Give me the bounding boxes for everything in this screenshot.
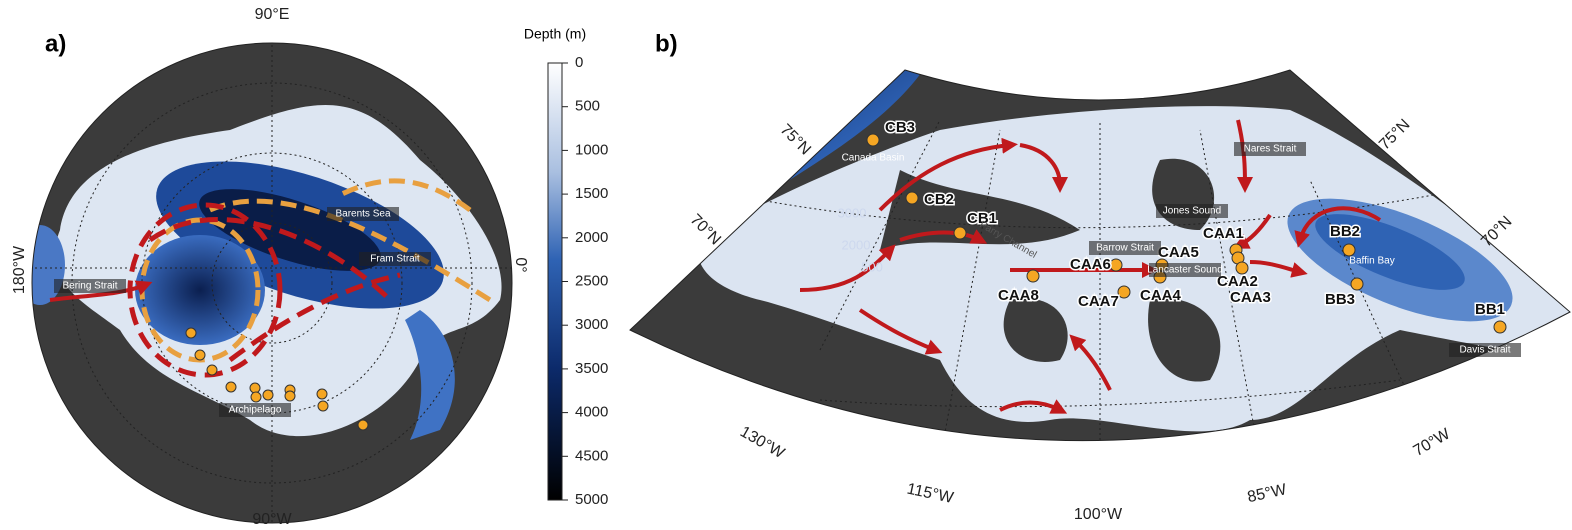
- colorbar-tick-label: 4000: [575, 404, 608, 421]
- station-dot: [263, 390, 273, 400]
- station-dot: [317, 389, 327, 399]
- figure: Depth (m) a) b) 90°E 90°W 180°W 0° Barents S…: [0, 0, 1572, 530]
- station-label: CAA2: [1217, 273, 1258, 290]
- station-dot: [358, 420, 368, 430]
- station-dot: [285, 391, 295, 401]
- station-dot: [318, 401, 328, 411]
- station-dot: [207, 365, 217, 375]
- station-dot: [906, 192, 918, 204]
- station-label: CAA5: [1158, 244, 1199, 261]
- station-dot: [195, 350, 205, 360]
- station-label: CAA3: [1230, 289, 1271, 306]
- station-dot: [250, 383, 260, 393]
- station-label: CAA1: [1203, 225, 1244, 242]
- colorbar-tick-label: 3000: [575, 316, 608, 333]
- colorbar-tick-label: 2000: [575, 229, 608, 246]
- longitude-label: 130°W: [737, 423, 788, 462]
- station-label: CAA6: [1070, 256, 1111, 273]
- colorbar-tick-label: 3500: [575, 360, 608, 377]
- station-label: BB1: [1475, 301, 1505, 318]
- station-dot: [186, 328, 196, 338]
- longitude-label: 180°W: [11, 245, 28, 294]
- place-label: Barents Sea: [335, 209, 390, 220]
- station-label: CAA4: [1140, 287, 1181, 304]
- latitude-label: 70°N: [1478, 213, 1515, 250]
- place-label: Archipelago: [229, 405, 282, 416]
- colorbar-tick-label: 5000: [575, 491, 608, 508]
- colorbar-tick-label: 500: [575, 98, 600, 115]
- place-label: Davis Strait: [1459, 345, 1510, 356]
- station-label: BB3: [1325, 291, 1355, 308]
- station-label: CB3: [885, 119, 915, 136]
- longitude-label: 90°E: [255, 6, 290, 23]
- station-label: CAA7: [1078, 293, 1119, 310]
- station-dot: [1118, 286, 1130, 298]
- colorbar: [548, 63, 562, 500]
- station-dot: [1236, 262, 1248, 274]
- longitude-label: 100°W: [1074, 506, 1123, 523]
- station-dot: [226, 382, 236, 392]
- place-label: Nares Strait: [1244, 144, 1297, 155]
- longitude-label: 90°W: [252, 511, 292, 528]
- place-label: Canada Basin: [842, 153, 905, 164]
- colorbar-title: Depth (m): [524, 26, 586, 42]
- station-dot: [954, 227, 966, 239]
- longitude-label: 115°W: [905, 481, 955, 508]
- place-label: Lancaster Sound: [1147, 265, 1223, 276]
- contour-label: 500: [861, 259, 883, 274]
- station-dot: [867, 134, 879, 146]
- panel-label: b): [655, 30, 678, 57]
- colorbar-tick-label: 1500: [575, 185, 608, 202]
- station-dot: [251, 392, 261, 402]
- longitude-label: 70°W: [1411, 425, 1454, 460]
- latitude-label: 70°N: [687, 211, 724, 248]
- longitude-label: 0°: [512, 257, 529, 272]
- station-label: CAA8: [998, 287, 1039, 304]
- place-label: Fram Strait: [370, 254, 420, 265]
- contour-label: 2000: [842, 237, 871, 252]
- place-label: Barrow Strait: [1096, 243, 1154, 254]
- station-dot: [1027, 270, 1039, 282]
- place-label: Jones Sound: [1163, 206, 1221, 217]
- station-dot: [1343, 244, 1355, 256]
- station-dot: [1494, 321, 1506, 333]
- colorbar-tick-label: 2500: [575, 272, 608, 289]
- panel-label: a): [45, 30, 66, 57]
- colorbar-tick-label: 1000: [575, 141, 608, 158]
- station-label: CB2: [924, 191, 954, 208]
- colorbar-tick-label: 0: [575, 54, 583, 71]
- station-dot: [1351, 278, 1363, 290]
- colorbar-tick-label: 4500: [575, 447, 608, 464]
- longitude-label: 85°W: [1246, 481, 1289, 506]
- place-label: Bering Strait: [62, 281, 117, 292]
- station-label: BB2: [1330, 223, 1360, 240]
- station-dot: [1110, 259, 1122, 271]
- contour-label: 3000: [838, 205, 867, 220]
- latitude-label: 75°N: [1376, 116, 1413, 153]
- place-label: Baffin Bay: [1349, 256, 1394, 267]
- latitude-label: 75°N: [777, 121, 814, 158]
